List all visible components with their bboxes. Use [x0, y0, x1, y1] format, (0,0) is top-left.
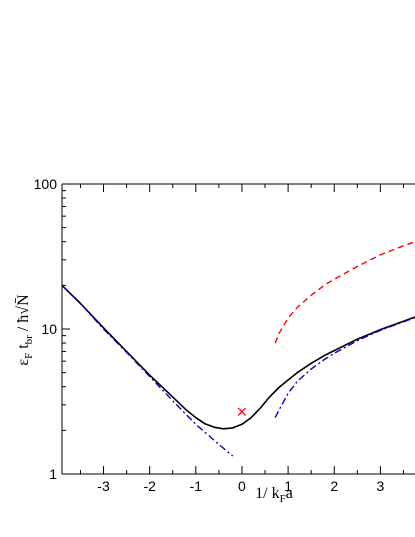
- x-axis-label-part1: 1/ k: [255, 485, 279, 502]
- axis-labels: 1/ kFa εF tbr / ħ√N̄: [15, 294, 293, 505]
- x-tick-label: -1: [190, 478, 203, 494]
- y-axis-label: εF tbr / ħ√N̄: [15, 294, 35, 366]
- y-axis-label-t: t: [15, 344, 32, 353]
- x-axis-label-sub: F: [280, 493, 286, 505]
- series-line-1: [61, 284, 415, 430]
- marker-1: ×: [236, 402, 249, 420]
- y-axis-label-hbar: / ħ√N̄: [15, 294, 32, 335]
- y-tick-label: 100: [34, 176, 58, 192]
- y-axis-label-eps: ε: [15, 359, 32, 366]
- x-tick-label: 0: [238, 478, 246, 494]
- series-line-3: [274, 316, 415, 418]
- y-axis-label-sub-f: F: [23, 353, 35, 359]
- axis-ticks: -3 -2 -1 0 1 2 3 1 10 100: [34, 176, 415, 494]
- x-tick-label: 3: [376, 478, 384, 494]
- x-axis-label-part2: a: [286, 485, 293, 502]
- x-tick-label: 1: [284, 478, 292, 494]
- y-tick-label: 10: [41, 321, 57, 337]
- x-axis-label: 1/ kFa: [255, 485, 293, 505]
- series-line-2: [61, 284, 234, 457]
- y-axis-label-sub-br: br: [23, 335, 35, 345]
- y-tick-label: 1: [49, 466, 57, 482]
- x-tick-label: 2: [330, 478, 338, 494]
- x-tick-label: -2: [143, 478, 156, 494]
- y-axis-label-group: εF tbr / ħ√N̄: [15, 294, 35, 366]
- plot-area: ×: [61, 241, 415, 457]
- x-tick-label: -3: [97, 478, 110, 494]
- series-line-4: [274, 241, 415, 344]
